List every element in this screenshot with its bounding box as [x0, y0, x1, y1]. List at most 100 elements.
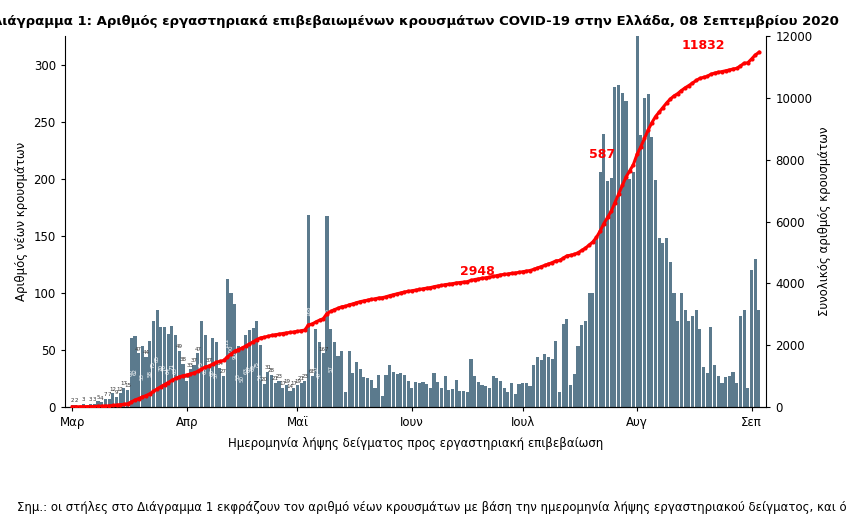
Bar: [473, 376, 476, 407]
Bar: [218, 368, 222, 407]
Bar: [540, 360, 542, 407]
Text: 28: 28: [268, 368, 275, 373]
Bar: [148, 341, 151, 407]
Bar: [547, 357, 550, 407]
Bar: [407, 381, 409, 407]
Text: 27: 27: [220, 370, 227, 374]
Text: 7: 7: [107, 392, 111, 397]
Text: 53: 53: [236, 373, 241, 380]
Bar: [193, 364, 195, 407]
Bar: [684, 310, 687, 407]
Text: 19: 19: [283, 378, 290, 384]
Bar: [104, 399, 107, 407]
Text: 31: 31: [265, 365, 272, 370]
Bar: [587, 293, 591, 407]
Bar: [425, 384, 428, 407]
Bar: [270, 375, 273, 407]
Bar: [624, 101, 628, 407]
Y-axis label: Συνολικός αριθμός κρουσμάτων: Συνολικός αριθμός κρουσμάτων: [818, 127, 831, 316]
Bar: [299, 383, 303, 407]
Text: 70: 70: [162, 363, 167, 371]
Text: 62: 62: [133, 368, 138, 375]
Text: 167: 167: [318, 346, 328, 352]
Bar: [465, 392, 469, 407]
Text: 12: 12: [117, 387, 124, 391]
Bar: [443, 376, 447, 407]
Bar: [521, 383, 525, 407]
Bar: [178, 351, 181, 407]
Bar: [152, 322, 155, 407]
Bar: [488, 388, 491, 407]
Bar: [510, 383, 514, 407]
Bar: [107, 399, 111, 407]
Bar: [432, 373, 436, 407]
Bar: [307, 215, 310, 407]
Text: 3: 3: [81, 397, 85, 402]
Bar: [167, 334, 170, 407]
Text: 21: 21: [298, 376, 305, 381]
Bar: [702, 367, 705, 407]
Bar: [181, 363, 184, 407]
Text: 57: 57: [214, 371, 219, 378]
Bar: [123, 388, 125, 407]
Bar: [754, 258, 757, 407]
Bar: [185, 381, 188, 407]
Bar: [503, 388, 506, 407]
Bar: [332, 342, 336, 407]
Text: 587: 587: [589, 148, 615, 161]
Bar: [134, 336, 136, 407]
Bar: [732, 372, 734, 407]
Text: 63: 63: [244, 368, 248, 374]
Bar: [646, 94, 650, 407]
Bar: [303, 381, 306, 407]
Bar: [248, 330, 251, 407]
Bar: [229, 293, 233, 407]
Bar: [632, 172, 635, 407]
Text: 17: 17: [120, 381, 128, 386]
Bar: [665, 238, 668, 407]
Bar: [673, 293, 676, 407]
Bar: [274, 383, 277, 407]
Bar: [724, 377, 728, 407]
Bar: [640, 135, 642, 407]
Bar: [676, 322, 679, 407]
Text: 3: 3: [89, 397, 92, 402]
Bar: [429, 388, 432, 407]
Bar: [470, 359, 473, 407]
Text: 12: 12: [109, 387, 117, 391]
Bar: [326, 217, 328, 407]
Bar: [196, 353, 200, 407]
Bar: [211, 339, 214, 407]
Bar: [695, 310, 698, 407]
Bar: [74, 405, 78, 407]
Bar: [599, 172, 602, 407]
Bar: [418, 383, 420, 407]
Bar: [518, 384, 520, 407]
Bar: [591, 293, 595, 407]
Bar: [554, 341, 558, 407]
Bar: [226, 279, 229, 407]
Bar: [584, 322, 587, 407]
Bar: [735, 383, 739, 407]
Bar: [381, 396, 384, 407]
Bar: [237, 346, 240, 407]
Bar: [112, 393, 114, 407]
Text: 90: 90: [232, 352, 237, 359]
Text: 63: 63: [173, 368, 179, 374]
Bar: [392, 372, 395, 407]
Text: 112: 112: [225, 338, 230, 348]
Bar: [499, 381, 502, 407]
Bar: [207, 364, 211, 407]
Bar: [96, 401, 100, 407]
Bar: [662, 242, 664, 407]
Bar: [602, 134, 606, 407]
Bar: [558, 392, 561, 407]
Bar: [310, 376, 314, 407]
Bar: [200, 322, 203, 407]
Bar: [140, 346, 144, 407]
Bar: [743, 310, 745, 407]
Text: 33: 33: [187, 362, 194, 368]
Bar: [495, 378, 498, 407]
Bar: [628, 179, 631, 407]
Bar: [89, 403, 92, 407]
